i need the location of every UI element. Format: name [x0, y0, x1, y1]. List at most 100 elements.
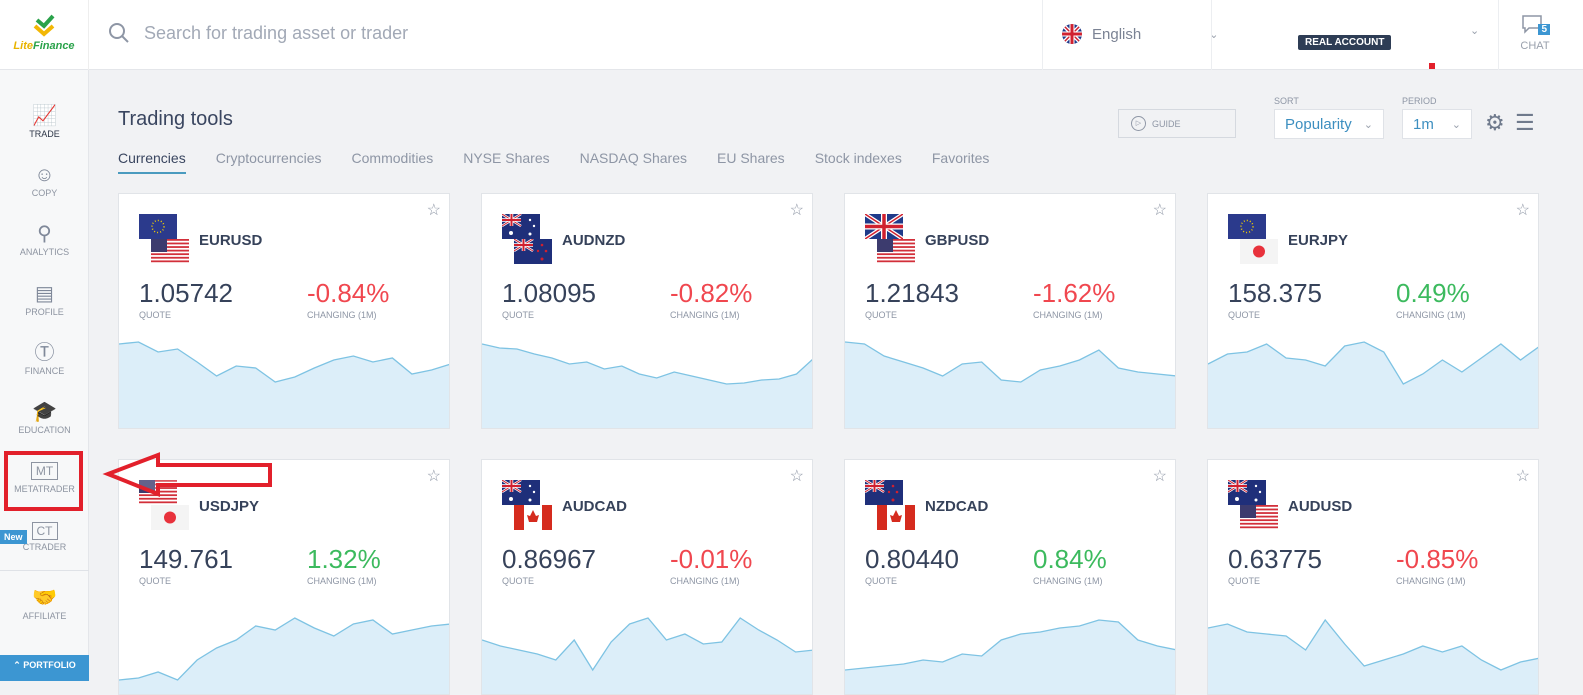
instrument-card-audcad[interactable]: ☆ AUDCAD 0.86967 -0.01% QUOTE CHANGING (…	[481, 459, 813, 695]
change-label: CHANGING (1M)	[1033, 576, 1103, 586]
list-view-icon[interactable]: ☰	[1515, 110, 1535, 135]
sidebar-item-trade[interactable]: 📈 TRADE	[0, 103, 89, 139]
sidebar-item-label: FINANCE	[24, 366, 65, 376]
quote-value: 149.761	[139, 544, 233, 574]
favorite-star-icon[interactable]: ☆	[1515, 468, 1530, 485]
change-value: -0.85%	[1396, 544, 1479, 574]
quote-value: 0.86967	[502, 544, 596, 574]
sidebar-item-education[interactable]: 🎓 EDUCATION	[0, 399, 89, 435]
dollar-icon: Ⓣ	[34, 342, 55, 364]
quote-label: QUOTE	[502, 310, 535, 320]
main-content: Trading tools Currencies Cryptocurrencies…	[89, 70, 1583, 695]
instrument-symbol: EURJPY	[1288, 232, 1349, 249]
new-zealand-flag-icon	[514, 239, 552, 264]
sparkline-chart	[482, 343, 812, 428]
sidebar-item-label: EDUCATION	[18, 425, 71, 435]
search-input[interactable]: Search for trading asset or trader	[144, 22, 409, 43]
eu-flag-icon	[139, 214, 177, 239]
change-value: 1.32%	[307, 544, 381, 574]
usa-flag-icon	[151, 239, 189, 264]
sidebar-item-label: COPY	[31, 188, 58, 198]
tab-cryptocurrencies[interactable]: Cryptocurrencies	[215, 150, 322, 166]
sidebar-item-label: ANALYTICS	[19, 247, 70, 257]
sidebar-item-profile[interactable]: ▤ PROFILE	[0, 281, 89, 317]
instrument-card-gbpusd[interactable]: ☆ GBPUSD 1.21843 -1.62% QUOTE CHANGING (…	[844, 193, 1176, 429]
quote-value: 1.21843	[865, 278, 959, 308]
instrument-card-eurjpy[interactable]: ☆ EURJPY 158.375 0.49% QUOTE CHANGING (1…	[1207, 193, 1539, 429]
change-label: CHANGING (1M)	[1033, 310, 1103, 320]
chevron-down-icon: ⌄	[1363, 118, 1373, 131]
new-zealand-flag-icon	[865, 480, 903, 505]
sort-label: SORT	[1274, 96, 1299, 106]
language-selector[interactable]: English ⌄	[1062, 24, 1218, 44]
search-bar[interactable]: Search for trading asset or trader	[108, 22, 408, 44]
page-title: Trading tools	[118, 108, 233, 130]
chat-count-badge: 5	[1538, 24, 1550, 35]
chat-label: CHAT	[1520, 40, 1550, 52]
australia-flag-icon	[502, 480, 540, 505]
instrument-card-usdjpy[interactable]: ☆ USDJPY 149.761 1.32% QUOTE CHANGING (1…	[118, 459, 450, 695]
tab-stock-indexes[interactable]: Stock indexes	[814, 150, 902, 166]
sidebar-item-finance[interactable]: Ⓣ FINANCE	[0, 340, 89, 376]
instrument-card-nzdcad[interactable]: ☆ NZDCAD 0.80440 0.84% QUOTE CHANGING (1…	[844, 459, 1176, 695]
change-label: CHANGING (1M)	[670, 310, 740, 320]
tab-favorites[interactable]: Favorites	[931, 150, 990, 166]
sidebar-item-affiliate[interactable]: 🤝 AFFILIATE	[0, 585, 89, 621]
instrument-symbol: GBPUSD	[925, 232, 990, 249]
chevron-up-icon: ⌃	[13, 660, 21, 670]
sidebar-item-copy[interactable]: ☺ COPY	[0, 162, 89, 198]
favorite-star-icon[interactable]: ☆	[426, 202, 441, 219]
portfolio-label: PORTFOLIO	[23, 660, 76, 670]
sidebar-item-analytics[interactable]: ⚲ ANALYTICS	[0, 221, 89, 257]
instrument-card-audnzd[interactable]: ☆ AUDNZD 1.08095 -0.82% QUOTE CHANGING (…	[481, 193, 813, 429]
sidebar-item-label: PROFILE	[25, 307, 64, 317]
account-badge[interactable]: REAL ACCOUNT	[1298, 35, 1392, 50]
sparkline-area	[1208, 342, 1538, 428]
tab-nyse-shares[interactable]: NYSE Shares	[463, 150, 550, 166]
tab-currencies[interactable]: Currencies	[118, 150, 186, 174]
user-icon: ☺	[34, 164, 55, 186]
currency-pair-flags	[1228, 214, 1280, 266]
sidebar-item-metatrader[interactable]: MT METATRADER	[0, 462, 89, 494]
sidebar-item-label: TRADE	[29, 129, 60, 139]
instrument-symbol: AUDCAD	[562, 498, 627, 515]
gear-icon[interactable]: ⚙	[1485, 110, 1505, 135]
favorite-star-icon[interactable]: ☆	[1152, 468, 1167, 485]
sparkline-area	[482, 344, 812, 428]
favorite-star-icon[interactable]: ☆	[426, 468, 441, 485]
id-card-icon: ▤	[35, 283, 54, 305]
chevron-down-icon: ⌄	[1451, 118, 1461, 131]
metatrader-highlight-box	[4, 451, 83, 511]
sidebar-item-ctrader[interactable]: CT CTRADER	[0, 522, 89, 552]
sparkline-area	[1208, 620, 1538, 694]
tab-commodities[interactable]: Commodities	[351, 150, 434, 166]
sparkline-chart	[119, 341, 449, 428]
quote-value: 0.63775	[1228, 544, 1322, 574]
account-chevron-icon[interactable]: ⌄	[1470, 25, 1480, 37]
sidebar: 📈 TRADE ☺ COPY ⚲ ANALYTICS ▤ PROFILE Ⓣ FINANC…	[0, 70, 89, 681]
chart-icon: 📈	[32, 105, 57, 127]
category-tabs: Currencies Cryptocurrencies Commodities NYS…	[118, 150, 989, 174]
guide-button[interactable]: ▷ GUIDE	[1118, 109, 1236, 138]
chat-button[interactable]: 5 CHAT	[1500, 14, 1570, 52]
logo[interactable]: LiteFinance	[0, 0, 89, 70]
instrument-card-eurusd[interactable]: ☆ EURUSD 1.05742 -0.84% QUOTE CHANGING (…	[118, 193, 450, 429]
logo-mark-icon	[31, 12, 57, 38]
favorite-star-icon[interactable]: ☆	[1515, 202, 1530, 219]
favorite-star-icon[interactable]: ☆	[789, 202, 804, 219]
favorite-star-icon[interactable]: ☆	[1152, 202, 1167, 219]
instrument-symbol: NZDCAD	[925, 498, 989, 515]
favorite-star-icon[interactable]: ☆	[789, 468, 804, 485]
tab-nasdaq-shares[interactable]: NASDAQ Shares	[579, 150, 687, 166]
portfolio-button[interactable]: ⌃ PORTFOLIO	[0, 655, 89, 681]
sort-select[interactable]: Popularity ⌄	[1274, 109, 1384, 139]
quote-label: QUOTE	[865, 576, 898, 586]
logo-text: LiteFinance	[13, 40, 75, 52]
change-value: -0.01%	[670, 544, 753, 574]
chevron-down-icon: ⌄	[1209, 28, 1219, 41]
instrument-card-audusd[interactable]: ☆ AUDUSD 0.63775 -0.85% QUOTE CHANGING (…	[1207, 459, 1539, 695]
sparkline-chart	[482, 617, 812, 694]
period-select[interactable]: 1m ⌄	[1402, 109, 1472, 139]
ct-icon: CT	[31, 522, 58, 540]
tab-eu-shares[interactable]: EU Shares	[716, 150, 785, 166]
